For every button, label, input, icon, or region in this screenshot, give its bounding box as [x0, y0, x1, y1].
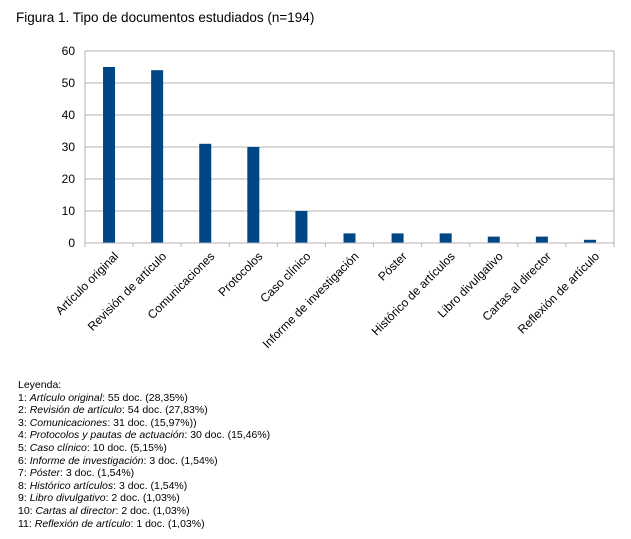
- chart-title: Figura 1. Tipo de documentos estudiados …: [16, 10, 315, 25]
- legend-item-name: Artículo original: [29, 391, 103, 404]
- legend-item-name: Comunicaciones: [29, 416, 108, 429]
- bar: [151, 70, 164, 243]
- legend-block: Leyenda: 1: Artículo original: 55 doc. (…: [18, 379, 270, 530]
- legend-item-detail: : 3 doc. (1,54%): [113, 479, 188, 492]
- legend-heading: Leyenda:: [18, 379, 62, 391]
- legend-item-name: Libro divulgativo: [29, 492, 106, 505]
- legend-item-detail: : 3 doc. (1,54%): [60, 467, 135, 480]
- bar: [583, 239, 596, 243]
- legend-item-name: Revisión de artículo: [29, 404, 122, 417]
- legend-item-number: 10:: [18, 504, 33, 517]
- x-tick-label: Protocolos: [215, 249, 265, 299]
- y-tick-label: 50: [62, 76, 76, 90]
- legend-item-detail: : 30 doc. (15,46%): [184, 429, 271, 442]
- y-tick-label: 10: [62, 204, 76, 218]
- bar: [247, 147, 260, 243]
- legend-item-name: Póster: [29, 467, 61, 480]
- bar: [391, 233, 404, 243]
- bar: [439, 233, 452, 243]
- legend-item-number: 11:: [18, 517, 32, 530]
- legend-item-detail: : 1 doc. (1,03%): [130, 517, 205, 530]
- legend-item-number: 2:: [18, 404, 27, 417]
- y-tick-label: 60: [62, 44, 76, 58]
- y-tick-label: 30: [62, 140, 76, 154]
- y-tick-label: 20: [62, 172, 76, 186]
- x-tick-label: Histórico de artículos: [369, 249, 458, 338]
- legend-item: 2: Revisión de artículo: 54 doc. (27,83%…: [18, 404, 270, 417]
- legend-item-name: Informe de investigación: [29, 454, 144, 467]
- legend-item-number: 1:: [18, 391, 27, 404]
- legend-item: 7: Póster: 3 doc. (1,54%): [18, 467, 270, 480]
- legend-item-detail: : 31 doc. (15,97%)): [107, 416, 197, 429]
- legend-item-detail: : 54 doc. (27,83%): [121, 404, 208, 417]
- x-tick-label: Póster: [375, 249, 409, 283]
- legend-item: 6: Informe de investigación: 3 doc. (1,5…: [18, 455, 270, 468]
- y-tick-label: 0: [68, 236, 75, 250]
- legend-item: 3: Comunicaciones: 31 doc. (15,97%)): [18, 417, 270, 430]
- y-tick-label: 40: [62, 108, 76, 122]
- bar: [487, 236, 500, 243]
- bar: [295, 211, 308, 243]
- legend-item: 9: Libro divulgativo: 2 doc. (1,03%): [18, 492, 270, 505]
- legend-item-name: Caso clínico: [29, 441, 87, 454]
- legend-item-detail: : 55 doc. (28,35%): [102, 391, 188, 404]
- legend-item-detail: : 3 doc. (1,54%): [143, 454, 218, 467]
- bar: [103, 67, 116, 243]
- legend-item-number: 9:: [18, 492, 27, 505]
- legend-item-number: 8:: [18, 479, 27, 492]
- bar: [343, 233, 356, 243]
- bar: [199, 143, 212, 243]
- legend-item: 4: Protocolos y pautas de actuación: 30 …: [18, 429, 270, 442]
- legend-item-name: Reflexión de artículo: [34, 517, 131, 530]
- legend-item-name: Protocolos y pautas de actuación: [29, 429, 185, 442]
- x-tick-label: Reflexión de artículo: [515, 249, 602, 336]
- legend-item-number: 5:: [18, 441, 27, 454]
- legend-item: 8: Histórico artículos: 3 doc. (1,54%): [18, 480, 270, 493]
- legend-item-detail: : 2 doc. (1,03%): [105, 492, 180, 505]
- legend-item-number: 3:: [18, 416, 27, 429]
- legend-item-number: 6:: [18, 454, 27, 467]
- legend-item: 1: Artículo original: 55 doc. (28,35%): [18, 392, 270, 405]
- legend-item: 11: Reflexión de artículo: 1 doc. (1,03%…: [18, 518, 270, 531]
- legend-item-detail: : 2 doc. (1,03%): [115, 504, 190, 517]
- legend-item-number: 4:: [18, 429, 27, 442]
- x-tick-label: Informe de investigación: [260, 249, 362, 351]
- legend-item-name: Cartas al director: [35, 504, 116, 517]
- legend-item: 5: Caso clínico: 10 doc. (5,15%): [18, 442, 270, 455]
- legend-item-detail: : 10 doc. (5,15%): [86, 441, 167, 454]
- legend-item-name: Histórico artículos: [29, 479, 114, 492]
- legend-item-number: 7:: [18, 467, 27, 480]
- legend-item: 10: Cartas al director: 2 doc. (1,03%): [18, 505, 270, 518]
- bar: [535, 236, 548, 243]
